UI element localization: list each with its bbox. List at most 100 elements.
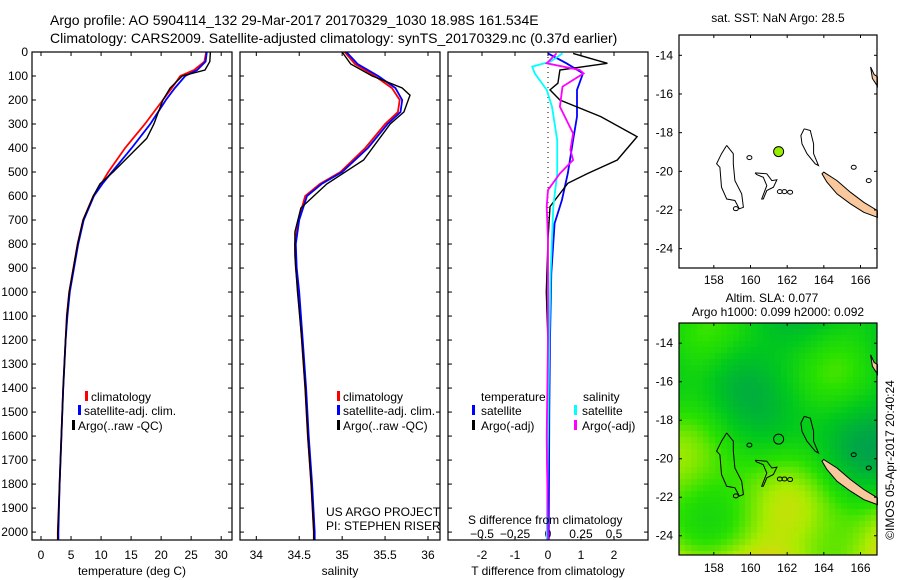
sla-cell [823,365,829,371]
sla-cell [697,515,703,521]
sla-cell [823,515,829,521]
sla-cell [715,407,721,413]
sla-cell [709,455,715,461]
sla-cell [739,521,745,527]
sla-cell [793,347,799,353]
sla-cell [721,425,727,431]
sla-cell [679,341,685,347]
sla-cell [679,389,685,395]
sla-cell [727,425,733,431]
sla-cell [859,467,865,473]
sla-cell [679,479,685,485]
sla-cell [691,509,697,515]
sla-cell [823,401,829,407]
sla-cell [721,485,727,491]
sla-cell [853,515,859,521]
sla-cell [781,497,787,503]
sla-cell [865,365,871,371]
sla-cell [739,485,745,491]
sla-cell [727,395,733,401]
sla-cell [841,467,847,473]
sla-cell [829,413,835,419]
sla-cell [793,503,799,509]
sla-cell [691,533,697,539]
sla-cell [685,365,691,371]
sla-cell [859,413,865,419]
sla-cell [757,443,763,449]
sla-cell [841,359,847,365]
sla-cell [721,383,727,389]
sla-cell [769,419,775,425]
sla-cell [781,461,787,467]
sla-cell [679,449,685,455]
sla-cell [679,395,685,401]
sla-cell [823,437,829,443]
sla-cell [787,377,793,383]
sla-cell [769,401,775,407]
sla-cell [829,551,835,555]
sla-cell [847,335,853,341]
sla-cell [679,431,685,437]
sla-cell [805,461,811,467]
sla-cell [697,449,703,455]
sla-cell [691,341,697,347]
legend-title-temperature: temperature [481,390,546,404]
sla-cell [835,515,841,521]
sla-cell [745,533,751,539]
sla-cell [817,401,823,407]
sla-cell [781,341,787,347]
sla-cell [727,431,733,437]
sla-cell [733,407,739,413]
sla-cell [841,503,847,509]
sla-cell [685,491,691,497]
sla-cell [835,425,841,431]
sla-cell [859,395,865,401]
sla-cell [697,329,703,335]
x-tick-label: 0 [38,548,45,562]
sla-cell [811,389,817,395]
sla-cell [733,443,739,449]
sla-cell [679,335,685,341]
sla-cell [817,545,823,551]
sst-map-title: sat. SST: NaN Argo: 28.5 [711,11,845,25]
islet-outline [746,155,753,161]
sla-cell [715,371,721,377]
sla-cell [769,335,775,341]
sla-cell [703,371,709,377]
sla-cell [763,509,769,515]
sla-cell [775,491,781,497]
sla-cell [763,383,769,389]
sla-cell [775,533,781,539]
sla-cell [751,521,757,527]
series-argo-raw-qc- [57,51,212,541]
sla-cell [781,407,787,413]
sla-cell [841,551,847,555]
sla-cell [685,377,691,383]
sla-cell [679,455,685,461]
sla-cell [865,371,871,377]
sla-cell [829,479,835,485]
sla-cell [727,485,733,491]
sla-cell [697,419,703,425]
sla-cell [703,359,709,365]
sla-cell [853,437,859,443]
sla-cell [865,389,871,395]
sla-cell [835,371,841,377]
sla-cell [685,353,691,359]
sla-cell [763,365,769,371]
sla-cell [847,503,853,509]
lat-tick-label: -20 [656,164,674,178]
islet-outline [787,477,794,483]
sla-cell [751,377,757,383]
sla-cell [679,473,685,479]
sla-cell [859,539,865,545]
sla-cell [733,527,739,533]
sla-cell [853,329,859,335]
sla-cell [829,419,835,425]
sla-cell [745,509,751,515]
sla-cell [721,395,727,401]
x-tick-label: 0 [545,548,552,562]
sla-cell [865,533,871,539]
sla-cell [685,419,691,425]
sla-cell [751,425,757,431]
